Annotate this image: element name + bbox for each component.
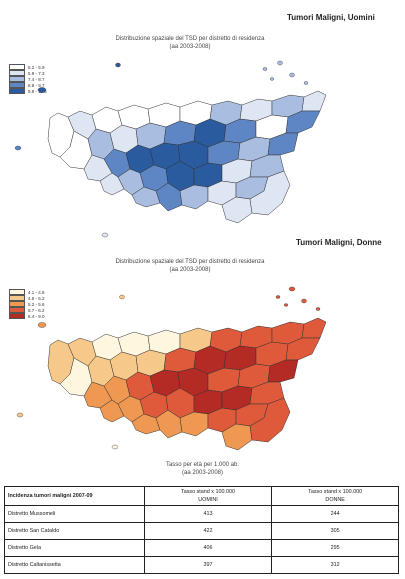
district — [249, 397, 291, 443]
map-donne-title-line2: (aa 2003-2008) — [169, 267, 211, 273]
table-cell-uomini: 406 — [143, 539, 273, 557]
sicily-map-donne — [16, 286, 327, 451]
island — [111, 444, 119, 450]
legend-swatch — [9, 82, 25, 88]
legend-item: 9.8 - 11.6 — [9, 88, 47, 94]
map-donne-title-line1: Distribuzione spaziale del TSD per distr… — [115, 259, 265, 265]
legend-swatch — [9, 64, 25, 70]
legend-swatch — [9, 301, 25, 307]
map-uomini-title: Distribuzione spaziale del TSD per distr… — [60, 35, 320, 51]
legend-swatch — [9, 295, 25, 301]
legend-label: 4.8 - 5.2 — [28, 295, 45, 301]
island — [303, 81, 309, 85]
legend-label: 5.9 - 7.3 — [28, 70, 45, 76]
map-uomini-heading: Tumori Maligni, Uomini — [287, 13, 375, 22]
map-uomini-legend: 5.2 - 5.9 5.9 - 7.3 7.4 - 8.7 8.8 - 9.7 … — [9, 64, 47, 94]
legend-swatch — [9, 289, 25, 295]
legend-label: 5.7 - 6.2 — [28, 307, 45, 313]
legend-item: 4.1 - 4.8 — [9, 289, 45, 295]
legend-label: 4.1 - 4.8 — [28, 289, 45, 295]
island — [37, 87, 47, 93]
legend-swatch — [9, 307, 25, 313]
table-header-row: Incidenza tumori maligni 2007-09 Tasso s… — [4, 486, 399, 506]
header-rate-label: Tasso stand x 100.000 — [181, 489, 235, 495]
island — [37, 322, 47, 328]
island — [288, 286, 296, 292]
legend-label: 6.4 - 9.0 — [28, 313, 45, 319]
island — [14, 145, 22, 151]
island — [270, 77, 275, 81]
legend-label: 8.8 - 9.7 — [28, 82, 45, 88]
header-donne-label: DONNE — [325, 497, 345, 503]
district — [249, 170, 291, 216]
table-cell-donne: 305 — [271, 522, 399, 540]
table-cell-donne: 244 — [271, 505, 399, 523]
table-cell-district: Distretto Mussomeli — [4, 505, 145, 523]
table-cell-donne: 312 — [271, 556, 399, 574]
sicily-map-uomini — [14, 60, 327, 238]
map-donne-legend: 4.1 - 4.8 4.8 - 5.2 5.2 - 5.6 5.7 - 6.2 … — [9, 289, 45, 319]
incidence-table: Incidenza tumori maligni 2007-09 Tasso s… — [4, 486, 399, 574]
legend-item: 6.4 - 9.0 — [9, 313, 45, 319]
table-header-cell: Incidenza tumori maligni 2007-09 — [4, 486, 145, 506]
island — [115, 62, 121, 68]
island — [301, 298, 307, 304]
legend-item: 7.4 - 8.7 — [9, 76, 47, 82]
legend-item: 5.9 - 7.3 — [9, 70, 47, 76]
legend-label: 5.2 - 5.9 — [28, 64, 45, 70]
map-uomini-title-line2: (aa 2003-2008) — [169, 44, 211, 50]
table-cell-district: Distretto Caltanissetta — [4, 556, 145, 574]
legend-item: 5.2 - 5.9 — [9, 64, 47, 70]
island — [119, 294, 125, 300]
table-cell-donne: 295 — [271, 539, 399, 557]
table-header-cell: Tasso stand x 100.000 DONNE — [271, 486, 399, 506]
map-donne-caption: Tasso per età per 1.000 ab. (aa 2003-200… — [100, 461, 305, 477]
legend-item: 5.2 - 5.6 — [9, 301, 45, 307]
table-row: Distretto Mussomeli 413 244 — [4, 505, 399, 523]
island — [277, 60, 283, 66]
island — [262, 67, 268, 71]
legend-label: 9.8 - 11.6 — [28, 88, 47, 94]
island — [275, 295, 281, 299]
legend-item: 5.7 - 6.2 — [9, 307, 45, 313]
legend-swatch — [9, 88, 25, 94]
table-cell-district: Distretto San Cataldo — [4, 522, 145, 540]
island — [315, 307, 321, 311]
table-cell-uomini: 422 — [143, 522, 273, 540]
legend-label: 5.2 - 5.6 — [28, 301, 45, 307]
map-donne-caption-line1: Tasso per età per 1.000 ab. — [165, 462, 240, 468]
island — [284, 303, 289, 307]
header-rate-label: Tasso stand x 100.000 — [308, 489, 363, 495]
island — [289, 72, 295, 78]
legend-item: 8.8 - 9.7 — [9, 82, 47, 88]
legend-label: 7.4 - 8.7 — [28, 76, 45, 82]
table-row: Distretto San Cataldo 422 305 — [4, 522, 399, 540]
map-donne-heading: Tumori Maligni, Donne — [296, 238, 382, 247]
table-cell-uomini: 397 — [143, 556, 273, 574]
map-donne-caption-line2: (aa 2003-2008) — [181, 470, 224, 476]
island — [101, 232, 109, 238]
map-donne-title: Distribuzione spaziale del TSD per distr… — [60, 258, 320, 274]
table-header-cell: Tasso stand x 100.000 UOMINI — [143, 486, 273, 506]
island — [16, 412, 24, 418]
legend-item: 4.8 - 5.2 — [9, 295, 45, 301]
table-cell-district: Distretto Gela — [4, 539, 145, 557]
legend-swatch — [9, 70, 25, 76]
legend-swatch — [9, 313, 25, 319]
district — [301, 90, 327, 112]
legend-swatch — [9, 76, 25, 82]
header-uomini-label: UOMINI — [198, 497, 218, 503]
table-cell-uomini: 413 — [143, 505, 273, 523]
map-uomini-title-line1: Distribuzione spaziale del TSD per distr… — [115, 36, 265, 42]
district — [301, 317, 327, 339]
table-row: Distretto Caltanissetta 397 312 — [4, 556, 399, 574]
table-row: Distretto Gela 406 295 — [4, 539, 399, 557]
